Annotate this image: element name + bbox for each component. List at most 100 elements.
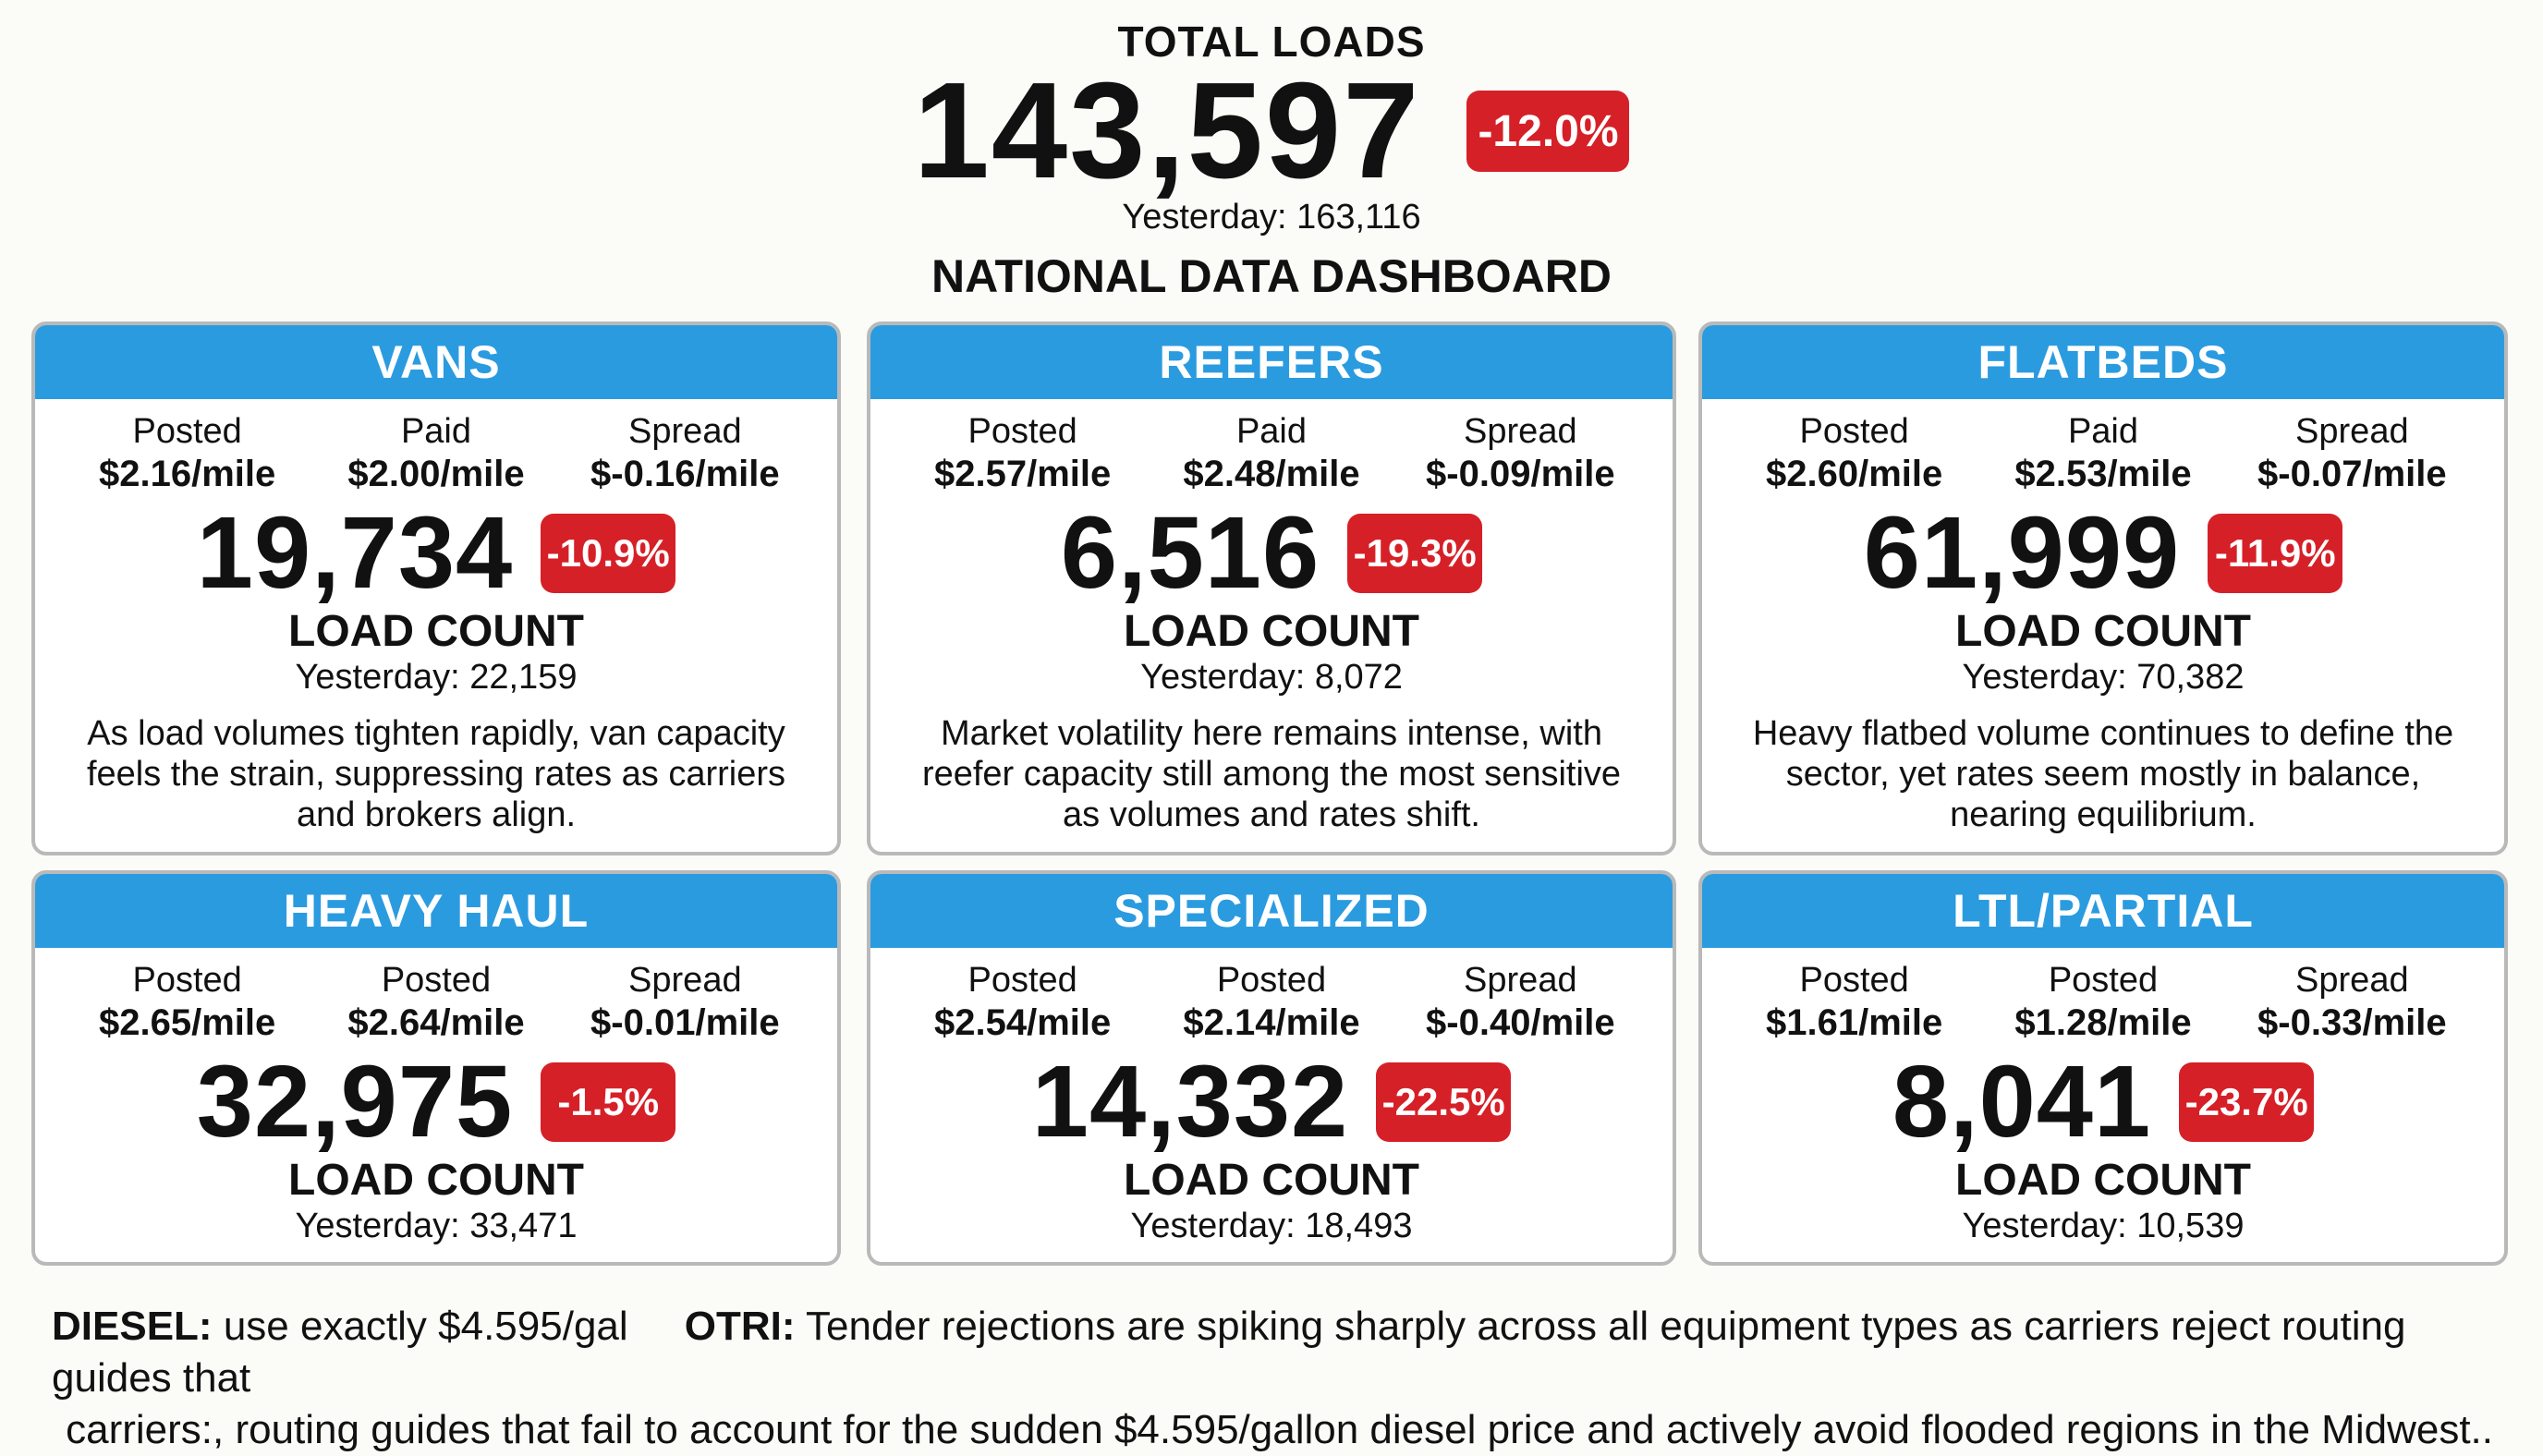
rate-metrics: Posted $2.16/mile Paid $2.00/mile Spread… xyxy=(35,399,837,495)
metric-label: Posted xyxy=(1799,961,1909,1000)
rate-metrics: Posted $2.60/mile Paid $2.53/mile Spread… xyxy=(1702,399,2504,495)
metric-posted: Posted $2.54/mile xyxy=(898,959,1147,1044)
metric-label: Posted xyxy=(381,961,492,1000)
card-title: HEAVY HAUL xyxy=(35,874,837,948)
metric-value: $2.48/mile xyxy=(1183,454,1360,494)
diesel-text: use exactly $4.595/gal xyxy=(223,1304,628,1349)
card-title: VANS xyxy=(35,325,837,399)
metric-value: $2.57/mile xyxy=(934,454,1112,494)
metric-label: Posted xyxy=(132,961,242,1000)
otri-label: OTRI: xyxy=(684,1304,796,1349)
metric-value: $2.53/mile xyxy=(2014,454,2192,494)
metric-label: Spread xyxy=(1464,961,1577,1000)
metric-label: Paid xyxy=(400,412,472,451)
metric-value: $-0.33/mile xyxy=(2257,1002,2447,1043)
load-count-label: LOAD COUNT xyxy=(1955,607,2251,656)
change-badge: -11.9% xyxy=(2208,514,2343,593)
load-count-label: LOAD COUNT xyxy=(288,607,584,656)
change-badge: -10.9% xyxy=(541,514,676,593)
dashboard-title: NATIONAL DATA DASHBOARD xyxy=(931,250,1612,302)
yesterday-count: Yesterday: 33,471 xyxy=(295,1207,578,1245)
metric-label: Posted xyxy=(132,412,242,451)
metric-label: Spread xyxy=(1464,412,1577,451)
card-title: LTL/PARTIAL xyxy=(1702,874,2504,948)
metric-label: Posted xyxy=(2048,961,2159,1000)
market-note: Heavy flatbed volume continues to define… xyxy=(1752,714,2454,834)
total-loads-value: 143,597 xyxy=(913,55,1421,207)
total-yesterday: Yesterday: 163,116 xyxy=(1122,198,1421,237)
yesterday-count: Yesterday: 8,072 xyxy=(1140,658,1403,697)
metric-paid: Paid $2.00/mile xyxy=(311,410,560,495)
metric-spread: Spread $-0.16/mile xyxy=(561,410,809,495)
load-count-row: 6,516 -19.3% xyxy=(870,499,1673,608)
metric-label: Posted xyxy=(967,412,1077,451)
metric-paid: Paid $2.53/mile xyxy=(1978,410,2227,495)
card-title: SPECIALIZED xyxy=(870,874,1673,948)
metric-label: Spread xyxy=(628,412,742,451)
change-badge: -22.5% xyxy=(1376,1062,1512,1142)
load-count-row: 19,734 -10.9% xyxy=(35,499,837,608)
load-count-value: 6,516 xyxy=(1060,496,1320,610)
load-count-value: 8,041 xyxy=(1892,1045,2152,1159)
metric-label: Posted xyxy=(967,961,1077,1000)
metric-posted-2: Posted $2.14/mile xyxy=(1147,959,1395,1044)
metric-label: Spread xyxy=(2295,412,2409,451)
metric-value: $2.65/mile xyxy=(99,1002,276,1043)
load-count-value: 32,975 xyxy=(196,1045,514,1159)
metric-value: $2.14/mile xyxy=(1183,1002,1360,1043)
change-badge: -19.3% xyxy=(1347,514,1483,593)
card-heavy-haul: HEAVY HAUL Posted $2.65/mile Posted $2.6… xyxy=(31,870,841,1266)
metric-value: $-0.40/mile xyxy=(1426,1002,1615,1043)
load-count-label: LOAD COUNT xyxy=(1124,607,1419,656)
rate-metrics: Posted $1.61/mile Posted $1.28/mile Spre… xyxy=(1702,948,2504,1044)
rate-metrics: Posted $2.57/mile Paid $2.48/mile Spread… xyxy=(870,399,1673,495)
rate-metrics: Posted $2.54/mile Posted $2.14/mile Spre… xyxy=(870,948,1673,1044)
metric-posted: Posted $2.65/mile xyxy=(63,959,311,1044)
metric-spread: Spread $-0.09/mile xyxy=(1396,410,1645,495)
metric-label: Spread xyxy=(628,961,742,1000)
card-title: REEFERS xyxy=(870,325,1673,399)
card-flatbeds: FLATBEDS Posted $2.60/mile Paid $2.53/mi… xyxy=(1698,322,2508,855)
metric-value: $1.61/mile xyxy=(1766,1002,1943,1043)
rate-metrics: Posted $2.65/mile Posted $2.64/mile Spre… xyxy=(35,948,837,1044)
metric-label: Paid xyxy=(2067,412,2139,451)
footer-commentary: DIESEL: use exactly $4.595/gal OTRI: Ten… xyxy=(52,1301,2500,1456)
yesterday-count: Yesterday: 10,539 xyxy=(1962,1207,2245,1245)
market-note: As load volumes tighten rapidly, van cap… xyxy=(86,714,786,834)
metric-spread: Spread $-0.33/mile xyxy=(2228,959,2476,1044)
otri-text: Tender rejections are spiking sharply ac… xyxy=(52,1304,2406,1401)
load-count-value: 19,734 xyxy=(196,496,514,610)
metric-spread: Spread $-0.40/mile xyxy=(1396,959,1645,1044)
load-count-label: LOAD COUNT xyxy=(1124,1156,1419,1205)
load-count-label: LOAD COUNT xyxy=(288,1156,584,1205)
metric-posted: Posted $2.16/mile xyxy=(63,410,311,495)
load-count-row: 8,041 -23.7% xyxy=(1702,1048,2504,1157)
metric-posted-2: Posted $1.28/mile xyxy=(1978,959,2227,1044)
load-count-row: 14,332 -22.5% xyxy=(870,1048,1673,1157)
metric-value: $-0.07/mile xyxy=(2257,454,2447,494)
change-badge: -1.5% xyxy=(541,1062,676,1142)
load-count-value: 61,999 xyxy=(1863,496,2181,610)
metric-value: $1.28/mile xyxy=(2014,1002,2192,1043)
metric-value: $2.60/mile xyxy=(1766,454,1943,494)
metric-value: $-0.16/mile xyxy=(590,454,780,494)
footer-line-1: DIESEL: use exactly $4.595/gal OTRI: Ten… xyxy=(52,1301,2500,1404)
diesel-label: DIESEL: xyxy=(52,1304,213,1349)
metric-label: Posted xyxy=(1799,412,1909,451)
metric-value: $2.54/mile xyxy=(934,1002,1112,1043)
footer-line-2: carriers:, routing guides that fail to a… xyxy=(66,1407,2493,1452)
metric-posted: Posted $2.57/mile xyxy=(898,410,1147,495)
card-title: FLATBEDS xyxy=(1702,325,2504,399)
dashboard-header: TOTAL LOADS 143,597 -12.0% Yesterday: 16… xyxy=(0,0,2543,314)
yesterday-count: Yesterday: 70,382 xyxy=(1962,658,2245,697)
metric-value: $-0.01/mile xyxy=(590,1002,780,1043)
metric-label: Spread xyxy=(2295,961,2409,1000)
metric-value: $2.00/mile xyxy=(347,454,525,494)
metric-posted: Posted $2.60/mile xyxy=(1730,410,1978,495)
load-count-label: LOAD COUNT xyxy=(1955,1156,2251,1205)
load-count-value: 14,332 xyxy=(1031,1045,1349,1159)
metric-posted: Posted $1.61/mile xyxy=(1730,959,1978,1044)
total-loads-row: 143,597 -12.0% xyxy=(0,57,2543,205)
load-count-row: 61,999 -11.9% xyxy=(1702,499,2504,608)
change-badge: -23.7% xyxy=(2179,1062,2315,1142)
